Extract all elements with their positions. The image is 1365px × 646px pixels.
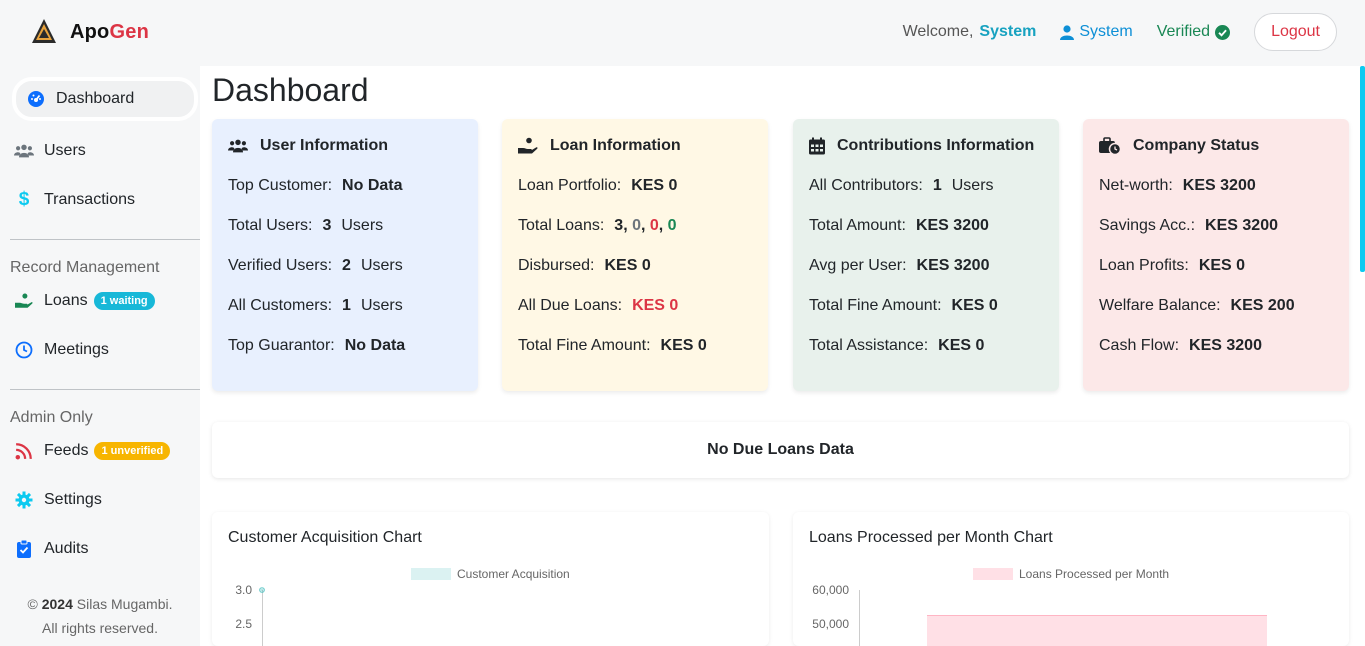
sidebar-item-label: Dashboard (56, 90, 135, 107)
disbursed-row: Disbursed: KES 0 (518, 257, 651, 274)
no-due-loans-message: No Due Loans Data (212, 422, 1349, 478)
hand-coin-icon (518, 137, 538, 154)
card-title: Company Status (1133, 137, 1260, 154)
legend-label: Customer Acquisition (457, 567, 570, 581)
dashboard-icon (28, 91, 44, 107)
y-axis-line (859, 590, 860, 646)
total-assistance-row: Total Assistance: KES 0 (809, 337, 985, 354)
sidebar-item-label: Users (44, 142, 86, 159)
all-contributors-row: All Contributors: 1 Users (809, 177, 994, 194)
brand[interactable]: ApoGen (30, 17, 149, 47)
calendar-icon (809, 137, 825, 155)
y-axis-line (262, 590, 263, 646)
chart-title: Loans Processed per Month Chart (809, 529, 1053, 546)
top-navbar: ApoGen Welcome, System System Verified L… (0, 0, 1365, 66)
chart-title: Customer Acquisition Chart (228, 529, 422, 546)
card-title: Loan Information (550, 137, 681, 154)
total-fine-amount-row: Total Fine Amount: KES 0 (809, 297, 998, 314)
sidebar-item-label: Loans (44, 292, 88, 309)
hand-coin-icon (15, 293, 33, 308)
loan-profits-row: Loan Profits: KES 0 (1099, 257, 1246, 274)
briefcase-clock-icon (1099, 137, 1121, 155)
welcome-username: System (979, 23, 1037, 40)
sidebar-item-feeds[interactable]: Feeds 1 unverified (14, 441, 171, 461)
sidebar-item-dashboard[interactable]: Dashboard (12, 77, 198, 121)
sidebar-item-settings[interactable]: Settings (14, 490, 102, 510)
sidebar-item-loans[interactable]: Loans 1 waiting (14, 291, 155, 311)
sidebar-item-label: Transactions (44, 191, 135, 208)
sidebar-divider (10, 239, 200, 240)
sidebar-item-audits[interactable]: Audits (14, 539, 88, 559)
legend-swatch (411, 568, 451, 580)
all-due-loans-row: All Due Loans: KES 0 (518, 297, 679, 314)
y-tick-label: 50,000 (812, 617, 849, 631)
sidebar-item-label: Settings (44, 491, 102, 508)
loan-portfolio-row: Loan Portfolio: KES 0 (518, 177, 678, 194)
welcome-label: Welcome, (902, 23, 974, 40)
total-loans-row: Total Loans: 3, 0, 0, 0 (518, 217, 677, 234)
legend-swatch (973, 568, 1013, 580)
sidebar-footer: © 2024 Silas Mugambi. All rights reserve… (27, 596, 173, 636)
users-icon (228, 139, 248, 153)
total-users-row: Total Users: 3 Users (228, 217, 384, 234)
user-icon (1060, 24, 1075, 40)
users-icon (14, 144, 34, 158)
brand-logo-icon (32, 19, 56, 43)
sidebar-item-label: Audits (44, 540, 89, 557)
contributions-information-card: Contributions Information All Contributo… (793, 119, 1059, 391)
dollar-icon: $ (18, 189, 30, 210)
check-circle-icon (1215, 24, 1231, 40)
section-title-admin-only: Admin Only (10, 409, 93, 426)
gear-icon (15, 491, 33, 509)
verified-label: Verified (1156, 23, 1211, 40)
bar (927, 615, 1267, 646)
sidebar-item-label: Feeds (44, 442, 89, 459)
sidebar-divider (10, 389, 200, 390)
net-worth-row: Net-worth: KES 3200 (1099, 177, 1256, 194)
clock-icon (15, 341, 33, 359)
verified-users-row: Verified Users: 2 Users (228, 257, 403, 274)
sidebar-item-meetings[interactable]: Meetings (14, 340, 109, 360)
loans-processed-per-month-chart: Loans Processed per Month Chart Loans Pr… (793, 512, 1349, 646)
data-point (259, 587, 265, 593)
rss-icon (15, 443, 32, 460)
loan-information-card: Loan Information Loan Portfolio: KES 0 To… (502, 119, 768, 391)
sidebar-item-label: Meetings (44, 341, 109, 358)
welfare-balance-row: Welfare Balance: KES 200 (1099, 297, 1295, 314)
logout-button[interactable]: Logout (1254, 13, 1337, 51)
user-information-card: User Information Top Customer: No Data To… (212, 119, 478, 391)
total-amount-row: Total Amount: KES 3200 (809, 217, 989, 234)
savings-account-row: Savings Acc.: KES 3200 (1099, 217, 1278, 234)
y-tick-label: 60,000 (812, 583, 849, 597)
customer-acquisition-chart: Customer Acquisition Chart Customer Acqu… (212, 512, 769, 646)
all-customers-row: All Customers: 1 Users (228, 297, 403, 314)
scrollbar[interactable] (1360, 66, 1365, 272)
verified-status: Verified (1156, 23, 1231, 41)
loans-waiting-badge: 1 waiting (93, 292, 155, 310)
avg-per-user-row: Avg per User: KES 3200 (809, 257, 990, 274)
company-status-card: Company Status Net-worth: KES 3200 Saving… (1083, 119, 1349, 391)
chart-legend-item[interactable]: Customer Acquisition (411, 567, 570, 581)
sidebar: Dashboard Users $ Transactions Record Ma… (0, 66, 200, 646)
clipboard-check-icon (17, 540, 31, 558)
sidebar-item-users[interactable]: Users (14, 141, 86, 161)
section-title-record-management: Record Management (10, 259, 160, 276)
cash-flow-row: Cash Flow: KES 3200 (1099, 337, 1262, 354)
top-guarantor-row: Top Guarantor: No Data (228, 337, 406, 354)
y-tick-label: 3.0 (235, 583, 252, 597)
card-title: Contributions Information (837, 137, 1035, 154)
user-profile-label: System (1079, 23, 1133, 40)
sidebar-item-transactions[interactable]: $ Transactions (14, 189, 135, 210)
card-title: User Information (260, 137, 389, 154)
chart-legend-item[interactable]: Loans Processed per Month (973, 567, 1169, 581)
feeds-unverified-badge: 1 unverified (94, 442, 171, 460)
top-customer-row: Top Customer: No Data (228, 177, 403, 194)
user-profile-link[interactable]: System (1060, 23, 1133, 41)
y-tick-label: 2.5 (235, 617, 252, 631)
total-fine-amount-row: Total Fine Amount: KES 0 (518, 337, 707, 354)
legend-label: Loans Processed per Month (1019, 567, 1170, 581)
page-title: Dashboard (212, 72, 369, 108)
brand-name: ApoGen (70, 20, 149, 43)
